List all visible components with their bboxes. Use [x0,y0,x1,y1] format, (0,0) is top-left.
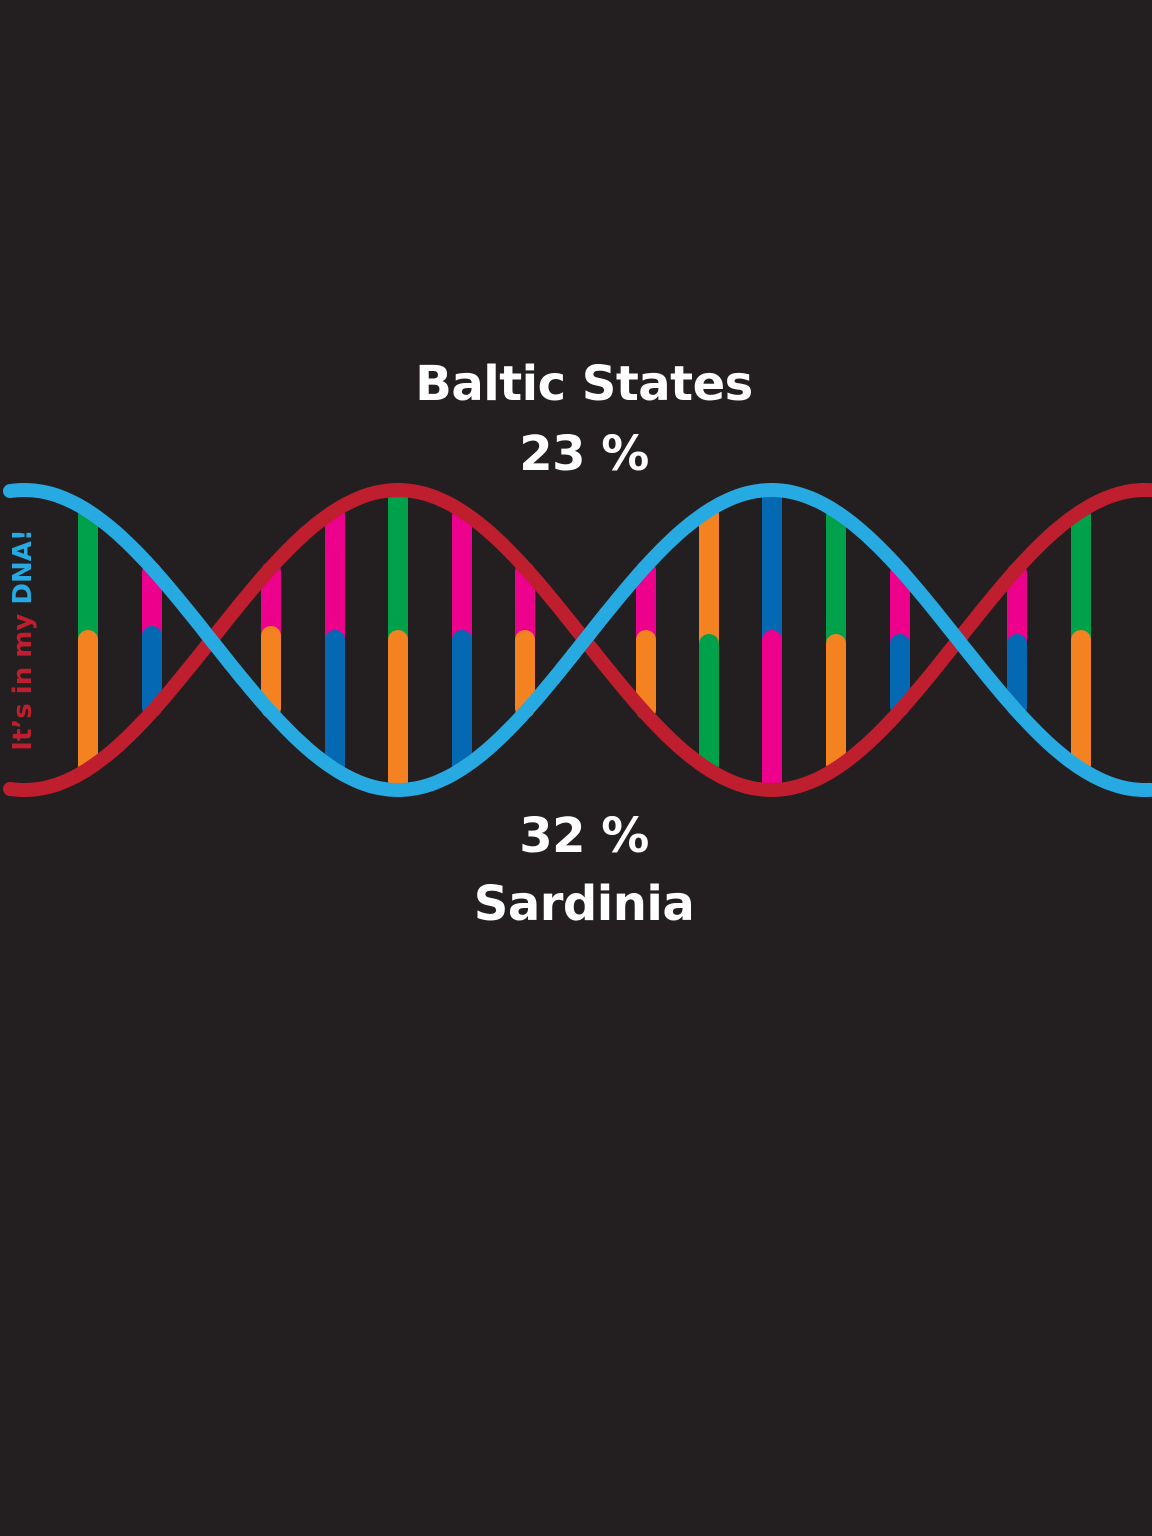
top-percent-label: 23 % [519,426,649,482]
base-pairs [78,484,1091,796]
tagline: It’s in my DNA! [8,529,38,751]
bottom-percent-label: 32 % [519,808,649,864]
tagline-dna-text: DNA! [8,529,38,605]
bottom-region-label: Sardinia [473,876,695,932]
tagline-text: It’s in my [8,604,38,751]
blue-strand [3,483,1152,798]
top-region-label: Baltic States [415,356,753,412]
